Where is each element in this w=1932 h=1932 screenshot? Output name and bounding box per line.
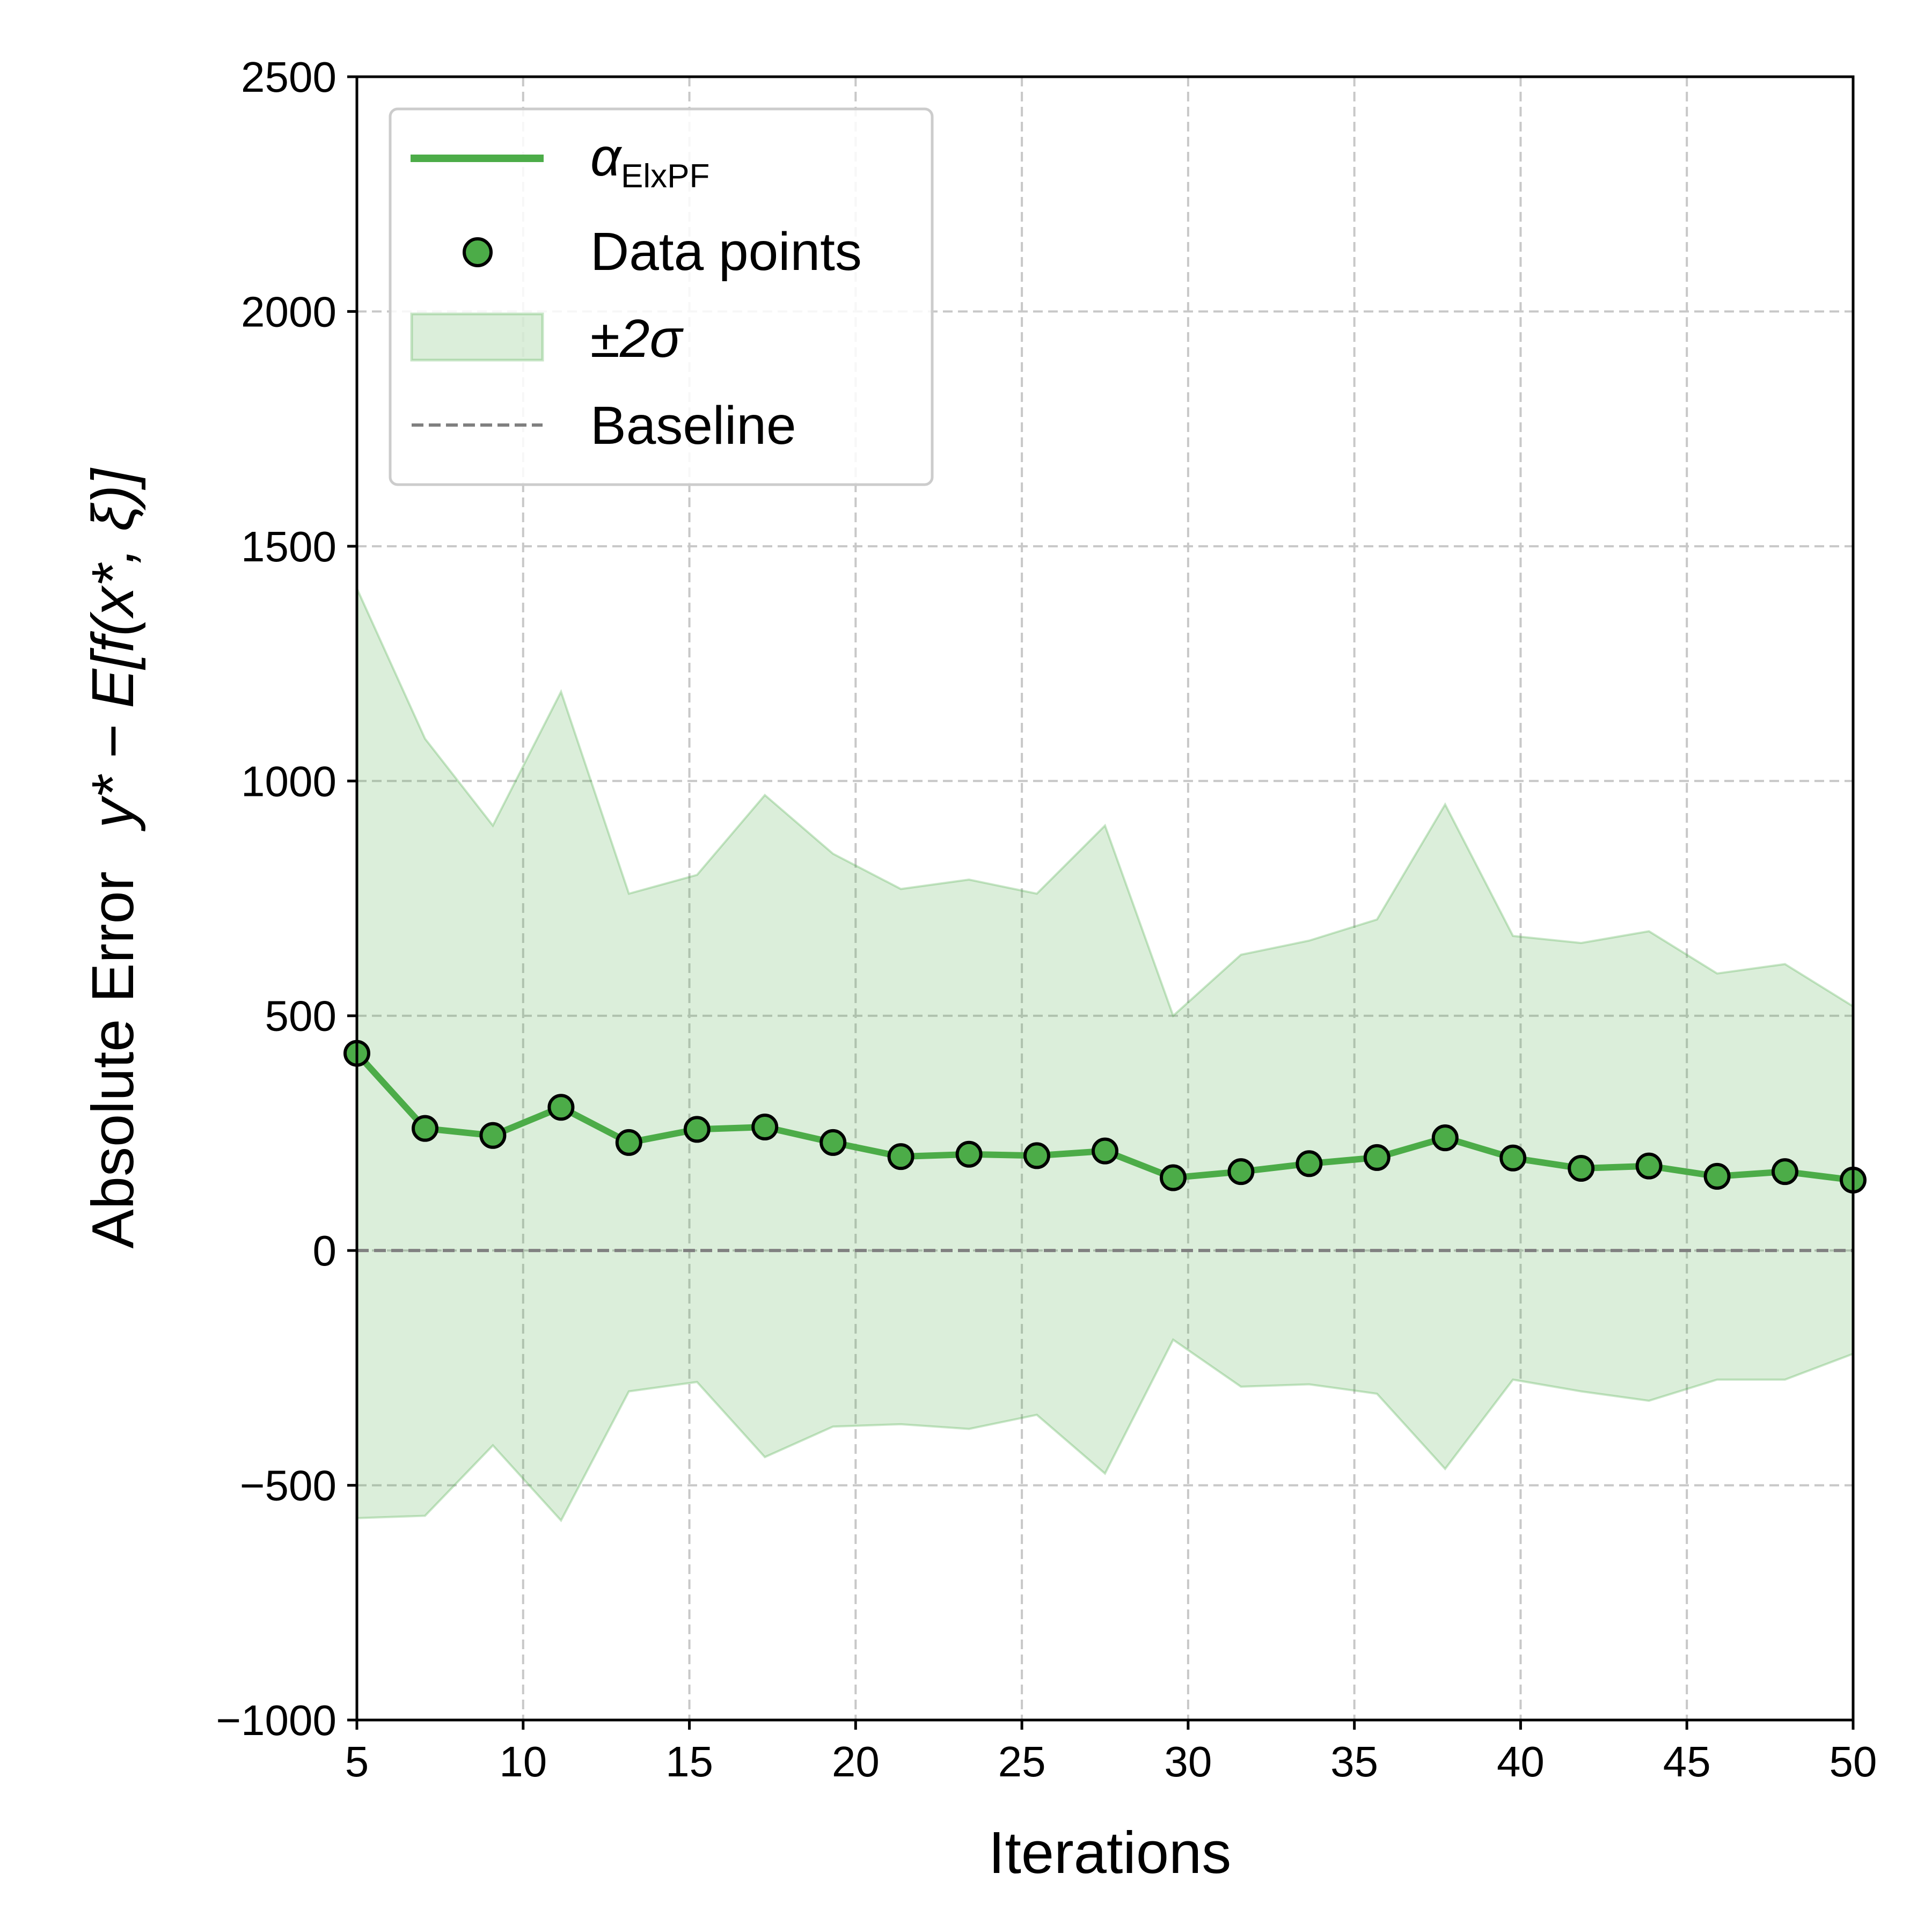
x-tick-label: 5 — [345, 1738, 369, 1785]
x-tick-label: 25 — [998, 1738, 1046, 1785]
data-point — [479, 1122, 507, 1149]
data-point — [1431, 1124, 1459, 1152]
legend-label-band: ±2σ — [590, 309, 684, 369]
legend-alpha-subscript: ElxPF — [621, 158, 709, 195]
y-axis-title-spacer — [80, 828, 146, 845]
data-point — [1703, 1162, 1731, 1190]
data-point — [1568, 1155, 1595, 1182]
data-point — [1363, 1144, 1391, 1171]
x-tick-label: 20 — [832, 1738, 880, 1785]
data-point — [1771, 1158, 1798, 1185]
x-tick-label: 10 — [499, 1738, 547, 1785]
confidence-band-layer — [356, 588, 1854, 1523]
data-point — [683, 1116, 711, 1143]
y-axis-title-part1: Absolute Error — [80, 872, 146, 1249]
data-point-markers — [343, 1040, 1867, 1194]
data-point — [887, 1143, 914, 1170]
x-axis-title: Iterations — [989, 1820, 1231, 1886]
y-tick-label: 2000 — [241, 288, 336, 335]
axes-frame — [347, 75, 1855, 1730]
y-axis-title: Absolute Error y* − E[f(x*, ξ)] — [80, 467, 146, 1249]
data-point — [751, 1114, 779, 1141]
tick-labels: 5 10 15 20 25 30 35 40 45 50 −1000 −500 0 500 1000 1500… — [216, 53, 1877, 1785]
y-tick-label: 0 — [313, 1227, 337, 1275]
data-point — [1092, 1137, 1118, 1165]
x-tick-label: 45 — [1663, 1738, 1711, 1785]
y-axis-title-part2: y* − E[f(x*, ξ)] — [80, 467, 146, 832]
svg-text:Absolute Error y* − E[f(x*, ξ): Absolute Error y* − E[f(x*, ξ)] — [80, 467, 146, 1249]
legend-label-data-points: Data points — [590, 222, 862, 282]
data-point — [1160, 1164, 1187, 1191]
data-point — [1296, 1150, 1323, 1177]
x-tick-label: 35 — [1330, 1738, 1378, 1785]
confidence-band — [356, 588, 1854, 1523]
data-point — [1023, 1142, 1050, 1169]
legend-alpha-symbol: α — [590, 127, 623, 187]
y-tick-label: 2500 — [241, 53, 336, 101]
legend-marker-swatch — [463, 237, 493, 267]
data-point — [819, 1129, 847, 1156]
x-tick-label: 30 — [1164, 1738, 1212, 1785]
legend-band-swatch — [410, 312, 544, 362]
plot-frame — [355, 75, 1855, 1722]
y-tick-label: 500 — [265, 992, 336, 1040]
data-point — [1499, 1144, 1527, 1172]
data-point — [412, 1115, 439, 1142]
data-point — [615, 1129, 642, 1156]
legend-label-alpha: αElxPF — [590, 127, 709, 195]
data-point — [955, 1140, 983, 1168]
legend-label-baseline: Baseline — [590, 396, 796, 456]
y-tick-label: 1000 — [241, 757, 336, 805]
x-tick-label: 15 — [665, 1738, 713, 1785]
x-tick-label: 50 — [1829, 1738, 1877, 1785]
data-point — [547, 1094, 575, 1121]
data-point — [1227, 1158, 1255, 1185]
x-tick-label: 40 — [1497, 1738, 1545, 1785]
legend-box — [389, 107, 934, 486]
grid-lines — [357, 77, 1853, 1720]
legend: αElxPF Data points ±2σ Baseline — [389, 107, 934, 486]
y-tick-label: −1000 — [216, 1696, 336, 1744]
data-point — [1635, 1152, 1663, 1180]
y-tick-label: 1500 — [241, 523, 336, 570]
y-tick-label: −500 — [240, 1462, 336, 1510]
